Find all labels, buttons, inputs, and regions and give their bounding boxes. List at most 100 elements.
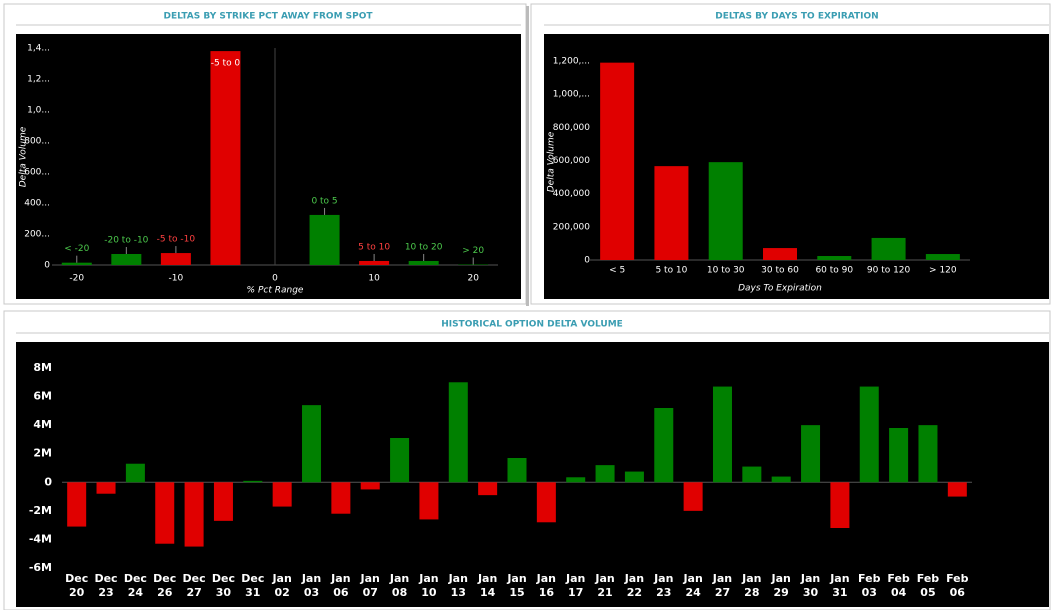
x-tick-label: 20 bbox=[467, 274, 479, 284]
data-label: < -20 bbox=[64, 244, 89, 254]
bar bbox=[272, 482, 292, 507]
x-tick-label: Jan 29 bbox=[771, 572, 791, 599]
y-tick-label: 0 bbox=[44, 475, 52, 488]
bar bbox=[683, 482, 703, 511]
x-tick-label: Dec 27 bbox=[182, 572, 206, 599]
y-tick-label: 0 bbox=[584, 256, 590, 266]
x-tick-label: -10 bbox=[169, 274, 184, 284]
data-label: -5 to 0 bbox=[211, 59, 241, 69]
bar bbox=[360, 482, 380, 490]
bar bbox=[448, 382, 468, 483]
x-tick-label: Jan 02 bbox=[272, 572, 292, 599]
x-tick-label: > 120 bbox=[929, 266, 957, 276]
data-label: 10 to 20 bbox=[405, 242, 443, 252]
bar bbox=[125, 463, 145, 483]
bar bbox=[817, 256, 852, 260]
bar bbox=[61, 262, 92, 265]
x-tick-label: 60 to 90 bbox=[815, 266, 853, 276]
x-tick-label: Jan 21 bbox=[595, 572, 615, 599]
y-tick-label: 600,000 bbox=[553, 156, 590, 166]
x-tick-label: 30 to 60 bbox=[761, 266, 799, 276]
bar bbox=[871, 237, 906, 260]
x-tick-label: -20 bbox=[69, 274, 84, 284]
bar bbox=[478, 482, 498, 496]
y-tick-label: 0 bbox=[44, 261, 50, 271]
data-label: -20 to -10 bbox=[104, 235, 148, 245]
y-tick-label: 400,000 bbox=[553, 189, 590, 199]
bar bbox=[408, 260, 439, 265]
x-axis-title: Days To Expiration bbox=[738, 284, 822, 294]
y-tick-label: 400... bbox=[24, 199, 50, 209]
bar bbox=[771, 476, 791, 483]
x-tick-label: Feb 03 bbox=[858, 572, 881, 599]
y-tick-label: 800... bbox=[24, 137, 50, 147]
bar bbox=[859, 386, 879, 483]
bar bbox=[654, 408, 674, 483]
y-tick-label: -2M bbox=[29, 504, 52, 517]
bar bbox=[96, 482, 116, 494]
bar bbox=[708, 162, 743, 260]
bar bbox=[419, 482, 439, 520]
bar bbox=[184, 482, 204, 547]
y-tick-label: 600... bbox=[24, 168, 50, 178]
x-tick-label: 90 to 120 bbox=[867, 266, 911, 276]
bar bbox=[243, 480, 263, 483]
bar bbox=[624, 471, 644, 483]
x-tick-label: Jan 27 bbox=[712, 572, 733, 599]
bar bbox=[210, 51, 241, 265]
x-tick-label: Feb 05 bbox=[916, 572, 940, 599]
bar bbox=[742, 466, 762, 483]
bar bbox=[566, 477, 586, 483]
x-tick-label: Jan 10 bbox=[419, 572, 439, 599]
x-tick-label: Jan 31 bbox=[830, 572, 850, 599]
bar bbox=[595, 465, 615, 483]
y-axis-title: Delta Volume bbox=[547, 131, 557, 192]
bar bbox=[763, 248, 797, 260]
data-label: > 20 bbox=[462, 246, 484, 256]
x-tick-label: Jan 15 bbox=[507, 572, 527, 599]
y-tick-label: 1,0... bbox=[27, 106, 50, 116]
y-tick-label: 8M bbox=[33, 361, 52, 374]
y-tick-label: 200... bbox=[24, 230, 50, 240]
bar bbox=[925, 254, 960, 260]
bar bbox=[309, 214, 340, 265]
bar bbox=[536, 482, 556, 523]
bar bbox=[302, 405, 322, 483]
x-tick-label: 10 bbox=[368, 274, 380, 284]
bar bbox=[213, 482, 233, 521]
x-tick-label: 0 bbox=[272, 274, 278, 284]
y-tick-label: 1,4... bbox=[27, 44, 50, 54]
x-tick-label: Jan 06 bbox=[331, 572, 351, 599]
x-tick-label: Feb 04 bbox=[887, 572, 910, 599]
x-tick-label: < 5 bbox=[609, 266, 625, 276]
x-tick-label: Jan 16 bbox=[536, 572, 557, 599]
y-axis-title: Delta Volume bbox=[19, 126, 29, 187]
bar bbox=[359, 260, 390, 265]
x-tick-label: Feb 06 bbox=[946, 572, 969, 599]
x-tick-label: Dec 30 bbox=[211, 572, 235, 599]
bar bbox=[67, 482, 87, 527]
x-tick-label: Dec 23 bbox=[94, 572, 118, 599]
y-tick-label: 1,200,... bbox=[553, 57, 590, 67]
bar bbox=[947, 482, 967, 497]
bar bbox=[155, 482, 175, 544]
x-tick-label: Jan 13 bbox=[448, 572, 468, 599]
y-tick-label: -6M bbox=[29, 561, 52, 574]
x-tick-label: Jan 30 bbox=[800, 572, 821, 599]
bar bbox=[160, 253, 191, 265]
x-tick-label: Jan 08 bbox=[389, 572, 410, 599]
bar bbox=[654, 166, 689, 260]
y-tick-label: 1,000,... bbox=[553, 90, 590, 100]
bar bbox=[390, 438, 410, 483]
bar bbox=[712, 386, 732, 483]
y-tick-label: 200,000 bbox=[553, 222, 590, 232]
data-label: -5 to -10 bbox=[157, 235, 196, 245]
x-tick-label: Jan 17 bbox=[566, 572, 586, 599]
x-tick-label: Jan 24 bbox=[683, 572, 703, 599]
x-tick-label: Jan 14 bbox=[477, 572, 498, 599]
bar bbox=[111, 253, 142, 265]
x-tick-label: 5 to 10 bbox=[655, 266, 687, 276]
chart-title: DELTAS BY DAYS TO EXPIRATION bbox=[715, 12, 878, 22]
